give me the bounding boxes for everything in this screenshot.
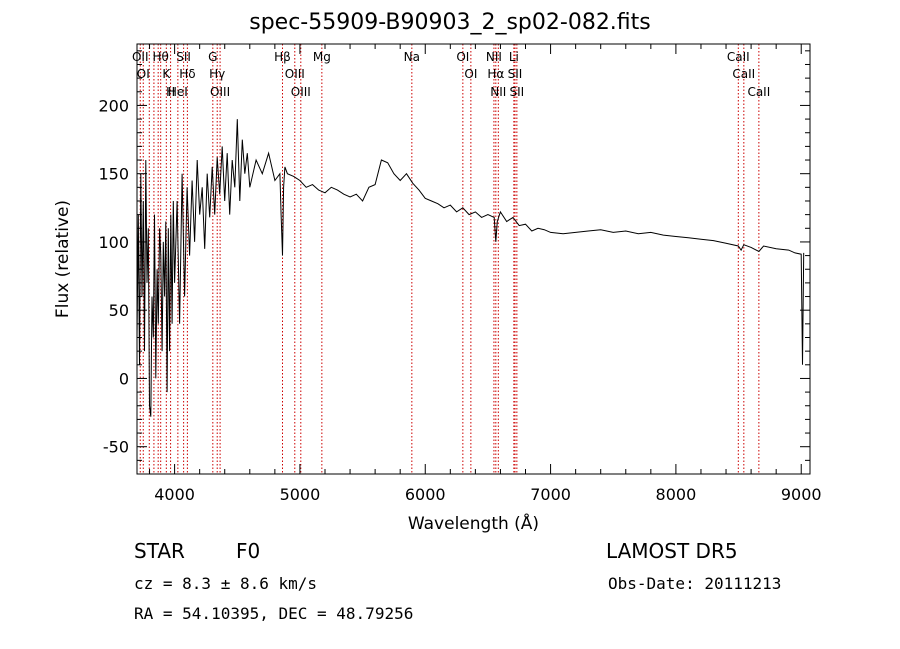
line-marker-label: CaII	[727, 50, 750, 64]
line-marker-label: CaII	[732, 67, 755, 81]
coordinates: RA = 54.10395, DEC = 48.79256	[134, 604, 414, 623]
line-marker-label: OIII	[291, 85, 311, 99]
obs-date: Obs-Date: 20111213	[608, 574, 782, 593]
x-tick-label: 7000	[530, 485, 571, 504]
y-axis-label: Flux (relative)	[53, 200, 73, 318]
object-class: STAR	[134, 539, 185, 563]
x-tick-label: 4000	[154, 485, 195, 504]
line-marker-label: NII	[486, 50, 502, 64]
line-marker-label: Hθ	[152, 50, 168, 64]
x-tick-label: 5000	[280, 485, 321, 504]
line-marker-label: K	[162, 67, 171, 81]
line-marker-label: SII	[510, 85, 525, 99]
y-tick-label: 50	[109, 301, 129, 320]
spectrum-line	[136, 119, 805, 417]
line-marker-label: G	[208, 50, 217, 64]
plot-frame	[136, 43, 811, 475]
x-tick-label: 6000	[405, 485, 446, 504]
y-tick-label: 150	[98, 165, 129, 184]
line-marker-label: OI	[464, 67, 477, 81]
y-tick-label: -50	[103, 438, 129, 457]
line-marker-label: HeI	[168, 85, 188, 99]
line-marker-label: Na	[404, 50, 420, 64]
object-subclass: F0	[236, 539, 261, 563]
line-marker-label: NII	[490, 85, 506, 99]
y-tick-label: 200	[98, 96, 129, 115]
line-marker-label: SII	[508, 67, 523, 81]
line-marker-label: OI	[456, 50, 469, 64]
chart-title: spec-55909-B90903_2_sp02-082.fits	[249, 10, 651, 35]
line-marker-label: OIII	[210, 85, 230, 99]
x-tick-label: 9000	[781, 485, 822, 504]
line-marker-label: Hα	[487, 67, 504, 81]
survey-name: LAMOST DR5	[606, 539, 738, 563]
line-marker-label: Hγ	[209, 67, 225, 81]
line-marker-label: Li	[509, 50, 519, 64]
y-tick-label: 0	[119, 369, 129, 388]
x-tick-label: 8000	[656, 485, 697, 504]
line-marker-label: CaII	[747, 85, 770, 99]
y-tick-label: 100	[98, 233, 129, 252]
line-marker-label: Mg	[313, 50, 331, 64]
line-marker-label: Hβ	[274, 50, 291, 64]
redshift-line: cz = 8.3 ± 8.6 km/s	[134, 574, 318, 593]
line-marker-label: H	[166, 85, 175, 99]
line-marker-label: OIII	[285, 67, 305, 81]
line-marker-label: Hδ	[179, 67, 195, 81]
line-marker-label: OII	[132, 50, 149, 64]
line-marker-label: OI	[137, 67, 150, 81]
line-marker-label: SII	[176, 50, 191, 64]
x-axis-label: Wavelength (Å)	[408, 512, 539, 534]
